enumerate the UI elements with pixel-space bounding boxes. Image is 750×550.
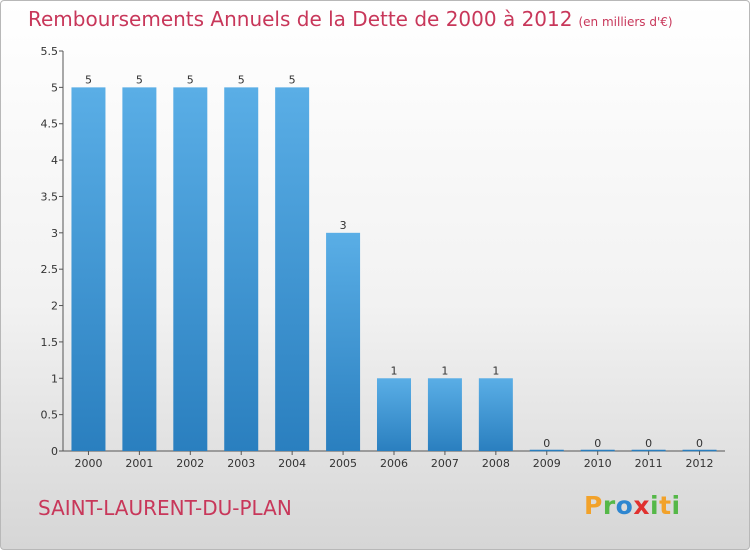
x-tick-label: 2007 [431,457,459,470]
x-tick-label: 2008 [482,457,510,470]
logo-letter: P [584,491,603,520]
logo-letter: t [659,491,672,520]
x-axis: 2000 2001 2002 2003 2004 2005 2006 2007 2008 2009… [63,450,725,470]
bar-value-label: 1 [441,364,448,377]
x-tick-label: 2003 [227,457,255,470]
logo-letter: i [671,491,681,520]
x-tick-label: 2011 [635,457,663,470]
y-tick-label: 4.5 [41,118,59,131]
y-axis: 0 0.5 1 1.5 2 2.5 3 3.5 4 4.5 5 5.5 [41,45,64,458]
bar-value-label: 0 [543,437,550,450]
bar [71,87,106,451]
bar [478,378,513,451]
y-tick-label: 2.5 [41,263,59,276]
chart-title-text: Remboursements Annuels de la Dette de 20… [28,7,573,31]
bar-value-label: 3 [340,219,347,232]
y-tick-label: 1 [51,372,58,385]
bar-value-label: 5 [187,73,194,86]
logo-letter: o [615,491,634,520]
x-tick-label: 2010 [584,457,612,470]
bar [377,378,411,451]
x-tick-label: 2005 [329,457,357,470]
bar [326,232,361,451]
x-tick-label: 2002 [176,457,204,470]
x-tick-label: 2012 [686,457,714,470]
y-tick-label: 5 [51,81,58,94]
y-tick-label: 2 [51,300,58,313]
y-tick-label: 3.5 [41,190,59,203]
logo-letter: r [602,491,616,520]
proxiti-logo[interactable]: Proxiti [584,491,681,520]
bar [224,87,259,451]
bar-value-label: 0 [696,437,703,450]
y-tick-label: 0 [51,445,58,458]
x-tick-label: 2001 [125,457,153,470]
bar-value-label: 5 [238,73,245,86]
y-tick-label: 1.5 [41,336,59,349]
chart-title: Remboursements Annuels de la Dette de 20… [28,7,673,31]
bar-value-label: 5 [289,73,296,86]
y-tick-label: 4 [51,154,58,167]
bar-value-label: 0 [645,437,652,450]
bar [122,87,157,451]
y-tick-label: 5.5 [41,45,59,58]
bar [173,87,208,451]
bar-value-label: 1 [391,364,398,377]
bar-value-label: 0 [594,437,601,450]
bar-value-label: 1 [492,364,499,377]
bar-value-label: 5 [136,73,143,86]
bar-value-label: 5 [85,73,92,86]
bar [275,87,310,451]
logo-letter: i [650,491,660,520]
x-tick-label: 2009 [533,457,561,470]
bar [427,378,462,451]
x-tick-label: 2000 [74,457,102,470]
y-tick-label: 3 [51,227,58,240]
data-labels: 5 5 5 5 5 3 1 1 1 0 0 0 0 [85,73,703,450]
bar-series [71,87,717,452]
chart-unit-label: (en milliers d'€) [578,15,673,29]
place-name: SAINT-LAURENT-DU-PLAN [38,496,292,520]
y-tick-label: 0.5 [41,409,59,422]
x-tick-label: 2006 [380,457,408,470]
logo-letter: x [633,491,650,520]
x-tick-label: 2004 [278,457,306,470]
